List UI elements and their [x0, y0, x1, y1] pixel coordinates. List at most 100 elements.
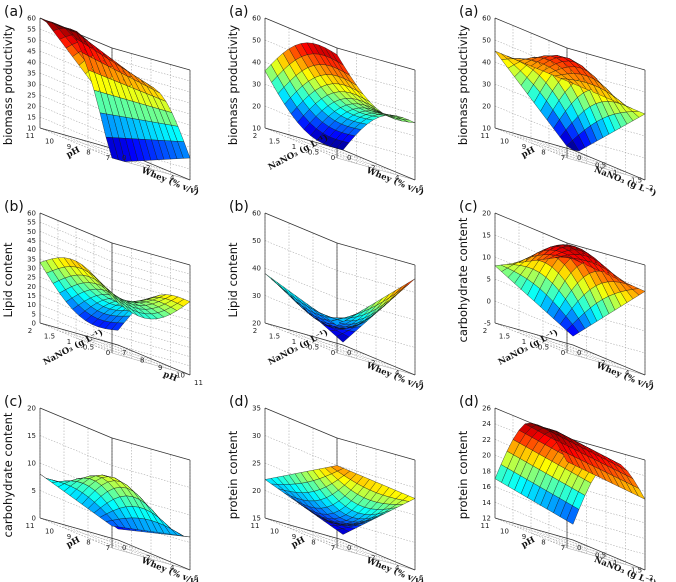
x-axis-label: Whey (% v/v) — [594, 360, 656, 393]
grid-line — [284, 523, 357, 554]
grid-line — [264, 407, 416, 461]
x-tick-label: 4 — [170, 564, 175, 572]
axis-box-edge — [264, 17, 338, 49]
z-tick-label: 24 — [482, 420, 491, 428]
y-tick-label: 9 — [522, 143, 526, 151]
surface — [494, 244, 646, 337]
z-tick-label: 60 — [482, 15, 491, 23]
surface — [39, 257, 191, 331]
z-tick-label: 18 — [482, 467, 491, 475]
panel-label: (a) — [459, 4, 479, 20]
x-tick-label: 0 — [347, 154, 351, 162]
axis-box-edge — [336, 437, 416, 461]
y-tick-label: 2 — [483, 327, 487, 335]
z-tick-label: 40 — [252, 265, 261, 273]
z-tick-label: 10 — [482, 125, 491, 133]
surface-cell — [177, 532, 191, 538]
axis-box-edge — [39, 127, 119, 151]
axis-box-edge — [336, 47, 416, 71]
y-tick-label: 9 — [67, 143, 71, 151]
y-tick-label: 0 — [331, 154, 335, 162]
grid-line — [284, 328, 357, 359]
y-tick-label: 7 — [106, 544, 110, 552]
z-tick-label: 14 — [482, 499, 491, 507]
y-tick-label: 0.5 — [308, 149, 319, 157]
z-tick-label: 15 — [252, 515, 261, 523]
y-tick-label: 10 — [45, 138, 54, 146]
y-tick-label: 10 — [500, 138, 509, 146]
z-tick-label: 30 — [252, 432, 261, 440]
surface-cell — [395, 282, 409, 294]
surface-cell — [177, 298, 191, 307]
grid-line — [533, 333, 607, 365]
grid-line — [264, 240, 416, 293]
x-tick-label: 2 — [649, 574, 653, 582]
y-tick-label: 7 — [106, 154, 110, 162]
x-tick-label: 4 — [395, 564, 400, 572]
z-axis-label: Lipid content — [1, 242, 15, 318]
grid-line — [514, 523, 587, 554]
z-tick-label: 55 — [27, 219, 36, 227]
grid-line — [514, 328, 587, 359]
z-tick-label: 35 — [27, 70, 36, 78]
y-tick-label: 9 — [522, 533, 526, 541]
y-tick-label: 10 — [45, 528, 54, 536]
z-axis-label: biomass productivity — [1, 25, 15, 145]
y-tick-label: 0 — [561, 349, 565, 357]
axis-box-edge — [572, 539, 646, 571]
z-tick-label: 35 — [27, 255, 36, 263]
panel-label: (d) — [229, 394, 249, 410]
grid-line — [514, 133, 587, 164]
x-tick-label: 6 — [419, 184, 424, 192]
axis-box-edge — [111, 242, 191, 266]
x-tick-label: 0.5 — [595, 552, 606, 560]
y-tick-label: 7 — [561, 544, 565, 552]
z-tick-label: 25 — [252, 460, 261, 468]
grid-line — [323, 534, 396, 565]
grid-line — [39, 407, 191, 461]
y-tick-label: 8 — [311, 539, 315, 547]
axis-box-edge — [494, 322, 574, 346]
z-tick-label: 0 — [487, 298, 491, 306]
x-tick-label: 2 — [601, 359, 605, 367]
y-tick-label: 0 — [106, 349, 110, 357]
x-tick-label: 2 — [371, 164, 375, 172]
z-tick-label: 40 — [482, 59, 491, 67]
x-tick-label: 1 — [613, 559, 617, 567]
surface-cell — [39, 473, 53, 481]
z-axis-label: protein content — [456, 430, 470, 519]
y-tick-label: 8 — [541, 539, 545, 547]
y-tick-label: 10 — [500, 528, 509, 536]
panel-label: (b) — [229, 199, 249, 215]
x-tick-label: 9 — [158, 364, 162, 372]
y-tick-label: 1 — [522, 338, 526, 346]
x-tick-label: 0.5 — [595, 162, 606, 170]
z-tick-label: 10 — [27, 301, 36, 309]
axis-box-edge — [494, 127, 574, 151]
y-tick-label: 10 — [270, 528, 279, 536]
surface — [264, 273, 416, 343]
z-tick-label: 60 — [27, 15, 36, 23]
x-tick-label: 0 — [122, 154, 126, 162]
x-tick-label: 0 — [347, 544, 351, 552]
x-tick-label: 0 — [577, 154, 581, 162]
panel-label: (a) — [229, 4, 249, 20]
surface-cell — [402, 278, 416, 289]
x-axis-label: NaNO₃ (g L⁻¹) — [592, 554, 658, 582]
x-tick-label: 2 — [146, 164, 150, 172]
grid-line — [59, 328, 132, 359]
x-axis-label: Whey (% v/v) — [364, 555, 426, 582]
axis-box-edge — [111, 47, 191, 71]
grid-line — [59, 133, 132, 164]
axis-box-edge — [494, 17, 568, 49]
surface-plot-4: 789101100.511.52051015202530354045505560… — [1, 199, 203, 387]
z-tick-label: 30 — [252, 81, 261, 89]
z-tick-label: 50 — [252, 237, 261, 245]
x-tick-label: 2 — [146, 554, 150, 562]
